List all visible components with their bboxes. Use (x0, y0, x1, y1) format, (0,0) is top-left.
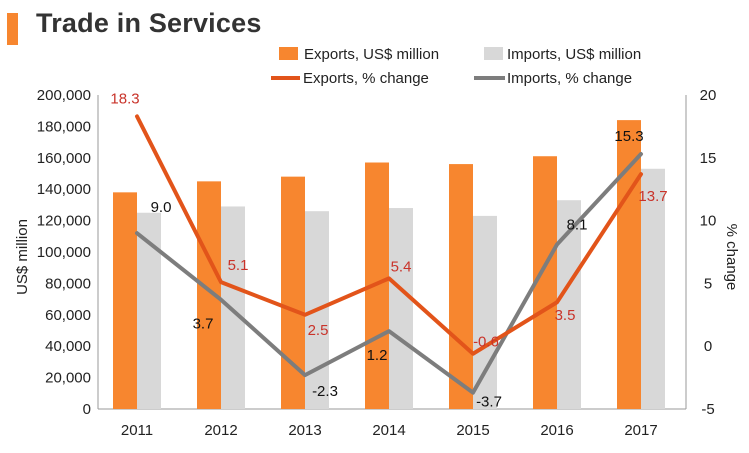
x-tick-label: 2012 (204, 422, 237, 439)
legend-swatch-exports-bar (279, 47, 298, 60)
exports-change-line (135, 114, 643, 356)
y-left-tick-label: 0 (83, 401, 91, 418)
y-right-tick-label: 10 (700, 213, 717, 230)
imports-change-data-label: -2.3 (312, 383, 338, 400)
exports-bar (113, 192, 137, 409)
y-left-tick-label: 140,000 (37, 181, 91, 198)
x-tick-label: 2016 (540, 422, 573, 439)
y-left-tick-label: 160,000 (37, 150, 91, 167)
y-right-axis-title: % change (723, 224, 740, 291)
y-left-tick-label: 20,000 (45, 370, 91, 387)
y-left-tick-label: 80,000 (45, 275, 91, 292)
legend-label: Imports, US$ million (507, 46, 641, 63)
y-left-tick-label: 180,000 (37, 118, 91, 135)
chart-title: Trade in Services (36, 8, 262, 38)
x-tick-label: 2017 (624, 422, 657, 439)
exports-change-data-label: 18.3 (110, 90, 139, 107)
y-right-tick-label: 0 (704, 338, 712, 355)
imports-change-data-label: 8.1 (567, 216, 588, 233)
exports-bar (617, 120, 641, 410)
imports-bar (221, 206, 245, 409)
x-tick-label: 2011 (121, 422, 153, 439)
x-tick-label: 2013 (288, 422, 321, 439)
y-right-tick-label: 20 (700, 87, 717, 104)
imports-bar (137, 212, 161, 409)
legend-label: Exports, US$ million (304, 46, 439, 63)
imports-change-data-label: 15.3 (614, 128, 643, 145)
y-left-tick-label: 100,000 (37, 244, 91, 261)
y-right-tick-label: -5 (701, 401, 714, 418)
y-left-tick-label: 40,000 (45, 338, 91, 355)
exports-change-data-label: 5.4 (391, 258, 412, 275)
legend-label: Imports, % change (507, 70, 632, 87)
y-left-axis-title: US$ million (14, 219, 31, 295)
title-accent-bar (7, 13, 18, 45)
y-right-tick-label: 5 (704, 275, 712, 292)
y-left-tick-label: 120,000 (37, 213, 91, 230)
legend-swatch-imports-bar (484, 47, 503, 60)
imports-bar (473, 215, 497, 409)
imports-change-data-label: 1.2 (367, 347, 388, 364)
y-right-tick-label: 15 (700, 150, 717, 167)
x-tick-label: 2015 (456, 422, 489, 439)
imports-change-data-label: 3.7 (193, 316, 214, 333)
imports-change-data-label: -3.7 (476, 394, 502, 411)
exports-change-data-label: 13.7 (638, 188, 667, 205)
imports-bar (557, 200, 581, 409)
exports-change-data-label: 2.5 (308, 322, 329, 339)
imports-change-data-label: 9.0 (151, 199, 172, 216)
exports-change-data-label: -0.6 (473, 334, 499, 351)
legend-label: Exports, % change (303, 70, 429, 87)
y-left-tick-label: 200,000 (37, 87, 91, 104)
imports-bar (389, 208, 413, 409)
exports-change-data-label: 3.5 (555, 307, 576, 324)
imports-change-line (135, 152, 643, 395)
y-left-tick-label: 60,000 (45, 307, 91, 324)
imports-bar (641, 168, 665, 409)
exports-bar (449, 164, 473, 409)
x-tick-label: 2014 (372, 422, 405, 439)
exports-change-data-label: 5.1 (228, 257, 249, 274)
